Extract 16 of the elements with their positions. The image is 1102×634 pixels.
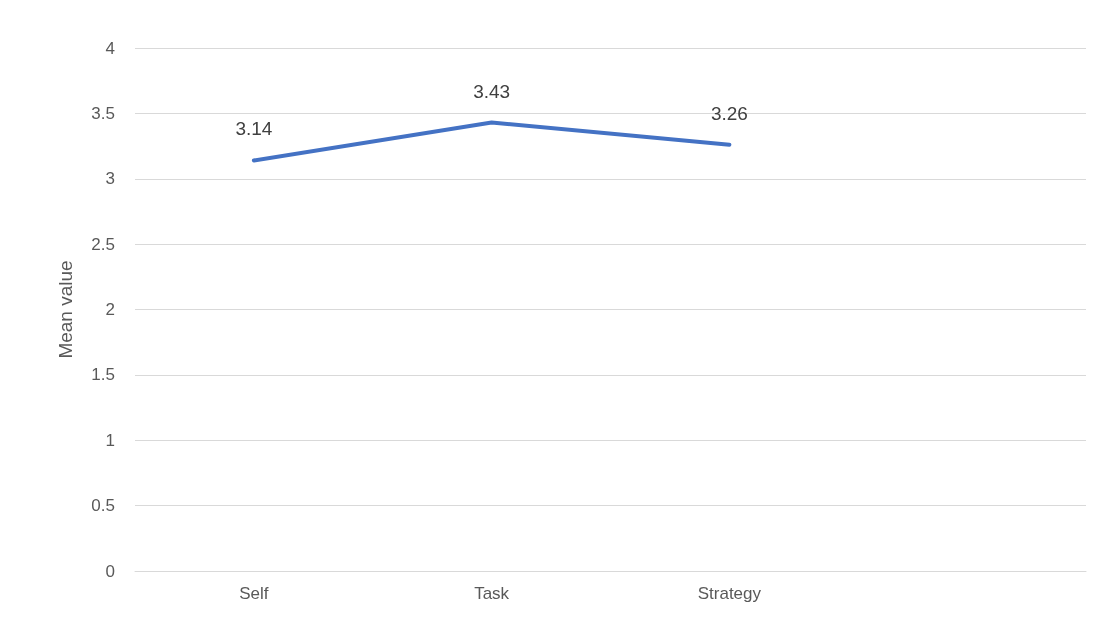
y-tick-label: 2.5 [91,234,115,254]
y-tick-label: 4 [105,38,115,58]
y-tick-label: 1.5 [91,365,115,385]
y-tick-label: 3.5 [91,103,115,123]
y-tick-label: 2 [105,300,115,319]
data-label: 3.14 [235,118,273,140]
x-tick-label: Strategy [697,584,762,603]
x-tick-label: Task [474,584,510,603]
x-tick-label: Self [239,584,269,603]
data-label: 3.43 [473,80,511,102]
y-tick-label: 0.5 [91,496,115,516]
y-tick-label: 1 [105,430,115,450]
y-axis-title: Mean value [55,260,76,359]
data-label: 3.26 [710,102,748,124]
y-tick-label: 3 [105,169,115,189]
y-tick-label: 0 [105,561,115,581]
